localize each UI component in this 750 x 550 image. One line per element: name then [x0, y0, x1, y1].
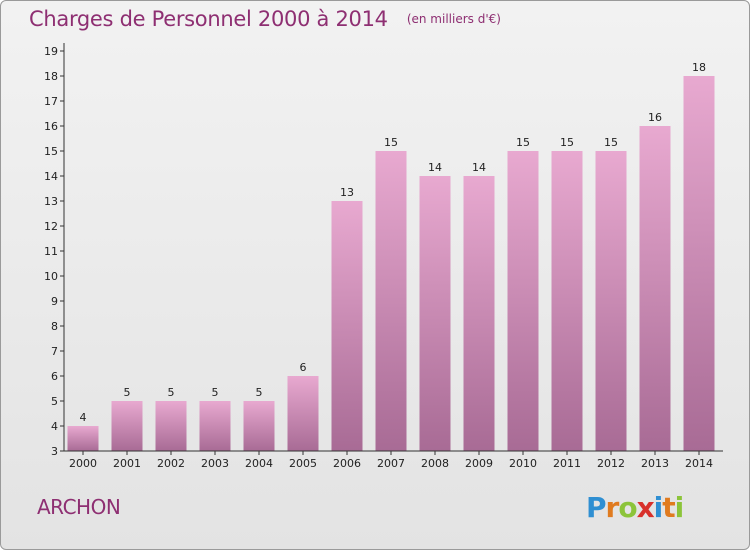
value-label-2013: 16	[648, 111, 662, 124]
logo-letter: o	[618, 491, 637, 524]
value-label-2007: 15	[384, 136, 398, 149]
y-tick-label-19: 19	[44, 45, 58, 58]
chart-subtitle: (en milliers d'€)	[406, 12, 501, 26]
x-tick-label-2000: 2000	[69, 457, 97, 470]
bar-2014	[683, 76, 715, 451]
bar-2012	[595, 151, 627, 451]
bar-2003	[199, 401, 231, 451]
y-tick-label-5: 5	[51, 395, 58, 408]
value-label-2014: 18	[692, 61, 706, 74]
y-tick-label-18: 18	[44, 70, 58, 83]
bar-2004	[243, 401, 275, 451]
bar-2001	[111, 401, 143, 451]
value-label-2010: 15	[516, 136, 530, 149]
x-tick-label-2003: 2003	[201, 457, 229, 470]
bar-2008	[419, 176, 451, 451]
bar-2010	[507, 151, 539, 451]
logo-letter: r	[605, 491, 620, 524]
x-tick-label-2005: 2005	[289, 457, 317, 470]
x-tick-label-2004: 2004	[245, 457, 273, 470]
value-labels-group: 4 5 5 5 5 6 13 15 14 14 15 15 15 16 18	[80, 61, 707, 424]
x-tick-label-2012: 2012	[597, 457, 625, 470]
logo-letter: x	[636, 491, 655, 524]
y-tick-label-14: 14	[44, 170, 58, 183]
y-tick-label-15: 15	[44, 145, 58, 158]
title-row: Charges de Personnel 2000 à 2014 (en mil…	[29, 7, 501, 31]
x-tick-label-2006: 2006	[333, 457, 361, 470]
value-label-2004: 5	[256, 386, 263, 399]
value-label-2012: 15	[604, 136, 618, 149]
bar-2009	[463, 176, 495, 451]
x-tick-label-2007: 2007	[377, 457, 405, 470]
bar-2006	[331, 201, 363, 451]
value-label-2002: 5	[168, 386, 175, 399]
axes-group: 3 4 5 6 7 8 9 10 11 12 13 14 15 16 17 18 19 2000 2001 2002 2…	[44, 43, 723, 470]
proxiti-logo[interactable]: Proxiti	[586, 491, 685, 524]
bar-2000	[67, 426, 99, 451]
y-tick-label-17: 17	[44, 95, 58, 108]
logo-letter: i	[653, 491, 664, 524]
logo-letter: t	[662, 491, 675, 524]
x-tick-label-2001: 2001	[113, 457, 141, 470]
y-tick-label-10: 10	[44, 270, 58, 283]
value-label-2005: 6	[300, 361, 307, 374]
value-label-2001: 5	[124, 386, 131, 399]
y-tick-label-13: 13	[44, 195, 58, 208]
y-tick-label-8: 8	[51, 320, 58, 333]
x-tick-label-2014: 2014	[685, 457, 713, 470]
logo-letter: i	[674, 491, 685, 524]
value-label-2009: 14	[472, 161, 486, 174]
value-label-2011: 15	[560, 136, 574, 149]
bar-2005	[287, 376, 319, 451]
y-tick-label-6: 6	[51, 370, 58, 383]
x-tick-label-2002: 2002	[157, 457, 185, 470]
bars-group	[67, 76, 715, 451]
bar-2007	[375, 151, 407, 451]
x-tick-label-2013: 2013	[641, 457, 669, 470]
y-tick-label-11: 11	[44, 245, 58, 258]
bar-2013	[639, 126, 671, 451]
logo-letter: P	[586, 491, 607, 524]
y-tick-label-12: 12	[44, 220, 58, 233]
y-tick-label-4: 4	[51, 420, 58, 433]
commune-name: ARCHON	[37, 495, 121, 519]
x-tick-label-2010: 2010	[509, 457, 537, 470]
value-label-2003: 5	[212, 386, 219, 399]
x-tick-label-2011: 2011	[553, 457, 581, 470]
bar-2011	[551, 151, 583, 451]
value-label-2008: 14	[428, 161, 442, 174]
y-tick-label-3: 3	[51, 445, 58, 458]
y-tick-label-7: 7	[51, 345, 58, 358]
y-tick-label-16: 16	[44, 120, 58, 133]
value-label-2000: 4	[80, 411, 87, 424]
chart-title: Charges de Personnel 2000 à 2014	[29, 7, 388, 31]
bar-2002	[155, 401, 187, 451]
value-label-2006: 13	[340, 186, 354, 199]
x-tick-label-2008: 2008	[421, 457, 449, 470]
x-tick-label-2009: 2009	[465, 457, 493, 470]
y-tick-label-9: 9	[51, 295, 58, 308]
